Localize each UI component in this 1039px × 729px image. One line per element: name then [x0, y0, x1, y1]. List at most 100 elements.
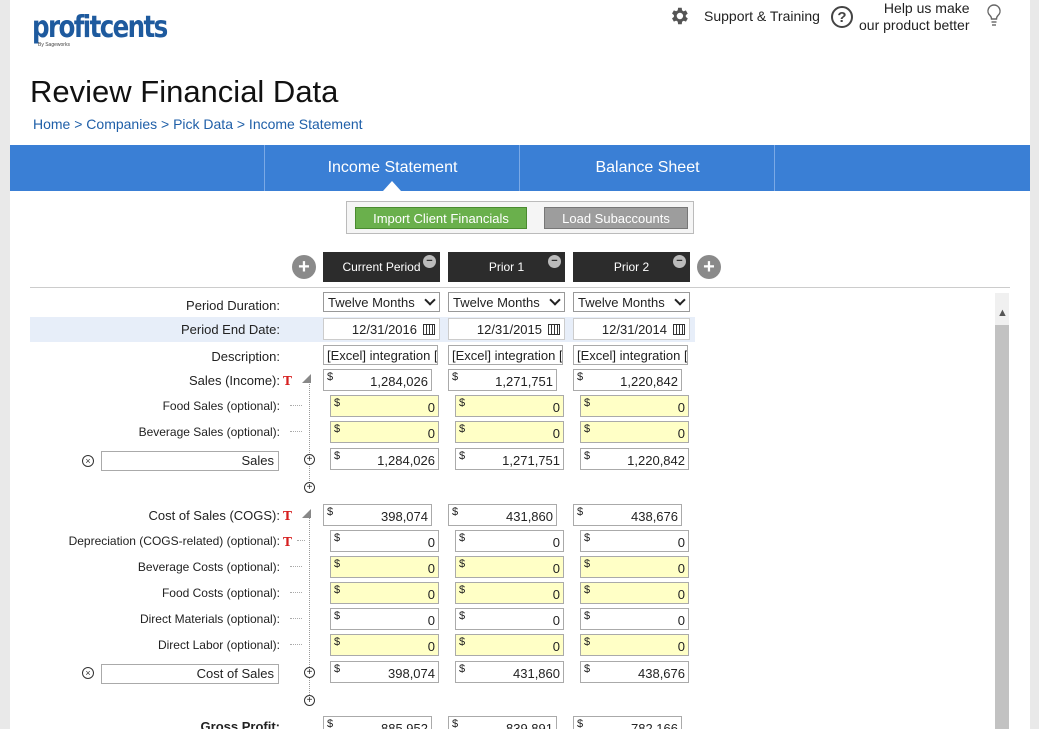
amount-field[interactable]: $839,891	[448, 716, 557, 729]
add-subaccount-icon[interactable]: +	[304, 695, 315, 706]
cogs-label: Cost of Sales (COGS):	[148, 508, 280, 523]
remove-period-button[interactable]: −	[423, 255, 436, 268]
amount-field[interactable]: $0	[455, 634, 564, 656]
amount-value: 0	[677, 561, 685, 576]
description-input[interactable]: [Excel] integration [	[573, 345, 688, 365]
amount-field[interactable]: $1,284,026	[323, 369, 432, 391]
row-label-wrap: Cost of Sales (COGS):	[30, 506, 280, 526]
amount-field[interactable]: $0	[330, 530, 439, 552]
amount-field[interactable]: $0	[455, 582, 564, 604]
amount-field[interactable]: $0	[330, 634, 439, 656]
amount-field[interactable]: $1,271,751	[448, 369, 557, 391]
amount-field[interactable]: $0	[330, 395, 439, 417]
amount-field[interactable]: $0	[580, 634, 689, 656]
period-end-date-field[interactable]: 12/31/2014	[573, 318, 690, 340]
breadcrumb[interactable]: Home > Companies > Pick Data > Income St…	[33, 116, 363, 132]
cogs-tree-line	[309, 517, 310, 697]
amount-field[interactable]: $0	[455, 395, 564, 417]
remove-subaccount-icon[interactable]: ×	[82, 667, 94, 679]
tax-marker-icon[interactable]: T	[283, 374, 292, 388]
amount-field[interactable]: $0	[330, 582, 439, 604]
subaccount-name-input[interactable]: Cost of Sales	[101, 664, 279, 684]
amount-field[interactable]: $431,860	[455, 661, 564, 683]
period-end-date-label: Period End Date:	[180, 322, 280, 337]
amount-value: 0	[552, 426, 560, 441]
amount-field[interactable]: $0	[580, 556, 689, 578]
amount-field[interactable]: $398,074	[330, 661, 439, 683]
amount-field[interactable]: $0	[580, 608, 689, 630]
calendar-icon[interactable]	[548, 324, 560, 335]
amount-field[interactable]: $1,271,751	[455, 448, 564, 470]
load-subaccounts-button[interactable]: Load Subaccounts	[544, 207, 688, 229]
add-line-icon[interactable]: +	[304, 667, 315, 678]
calendar-icon[interactable]	[423, 324, 435, 335]
dollar-sign: $	[577, 718, 584, 729]
scrollbar-thumb[interactable]	[995, 325, 1009, 729]
amount-field[interactable]: $0	[455, 608, 564, 630]
date-value: 12/31/2015	[476, 321, 542, 337]
period-end-date-field[interactable]: 12/31/2016	[323, 318, 440, 340]
amount-field[interactable]: $431,860	[448, 504, 557, 526]
description-input[interactable]: [Excel] integration [	[323, 345, 438, 365]
row-label-wrap: Direct Materials (optional):	[30, 610, 280, 630]
tax-marker-icon[interactable]: T	[283, 535, 292, 549]
amount-field[interactable]: $0	[330, 421, 439, 443]
calendar-icon[interactable]	[673, 324, 685, 335]
amount-field[interactable]: $1,220,842	[580, 448, 689, 470]
amount-field[interactable]: $0	[455, 556, 564, 578]
dollar-sign: $	[334, 450, 341, 462]
dollar-sign: $	[334, 636, 341, 648]
dollar-sign: $	[334, 558, 341, 570]
period-duration-select[interactable]: Twelve Months	[323, 292, 440, 312]
beverage-sales-label: Beverage Sales (optional):	[138, 425, 280, 439]
row-label-wrap: Food Sales (optional):	[30, 397, 280, 417]
period-duration-select[interactable]: Twelve Months	[573, 292, 690, 312]
add-line-icon[interactable]: +	[304, 454, 315, 465]
select-value: Twelve Months	[578, 294, 665, 310]
dollar-sign: $	[334, 584, 341, 596]
description-input[interactable]: [Excel] integration [	[448, 345, 563, 365]
amount-field[interactable]: $885,952	[323, 716, 432, 729]
amount-field[interactable]: $0	[330, 608, 439, 630]
amount-value: 0	[427, 535, 435, 550]
remove-period-button[interactable]: −	[548, 255, 561, 268]
collapse-triangle-icon[interactable]	[302, 374, 311, 383]
remove-subaccount-icon[interactable]: ×	[82, 455, 94, 467]
tax-marker-icon[interactable]: T	[283, 509, 292, 523]
amount-field[interactable]: $0	[580, 530, 689, 552]
action-button-group: Import Client Financials Load Subaccount…	[346, 201, 694, 234]
amount-field[interactable]: $0	[580, 582, 689, 604]
remove-period-button[interactable]: −	[673, 255, 686, 268]
import-client-financials-button[interactable]: Import Client Financials	[355, 207, 527, 229]
subaccount-name-input[interactable]: Sales	[101, 451, 279, 471]
amount-field[interactable]: $0	[330, 556, 439, 578]
vertical-scrollbar[interactable]: ▲	[995, 293, 1009, 729]
amount-field[interactable]: $398,074	[323, 504, 432, 526]
amount-field[interactable]: $0	[580, 395, 689, 417]
feedback-link[interactable]: ? Help us make our product better	[831, 0, 970, 34]
lightbulb-icon[interactable]	[986, 4, 1002, 28]
period-duration-select[interactable]: Twelve Months	[448, 292, 565, 312]
amount-field[interactable]: $438,676	[580, 661, 689, 683]
amount-field[interactable]: $438,676	[573, 504, 682, 526]
amount-field[interactable]: $1,284,026	[330, 448, 439, 470]
amount-field[interactable]: $0	[455, 530, 564, 552]
tab-income-statement[interactable]: Income Statement	[264, 145, 520, 191]
amount-field[interactable]: $782,166	[573, 716, 682, 729]
period-duration-label: Period Duration:	[186, 298, 280, 313]
chevron-down-icon	[549, 294, 561, 306]
tab-balance-sheet[interactable]: Balance Sheet	[519, 145, 775, 191]
question-icon: ?	[831, 6, 853, 28]
amount-value: 0	[552, 613, 560, 628]
add-subaccount-icon[interactable]: +	[304, 482, 315, 493]
amount-field[interactable]: $1,220,842	[573, 369, 682, 391]
period-end-date-field[interactable]: 12/31/2015	[448, 318, 565, 340]
amount-field[interactable]: $0	[455, 421, 564, 443]
profitcents-logo[interactable]: profitcents By Sageworks	[32, 12, 168, 52]
scroll-up-icon[interactable]: ▲	[997, 307, 1008, 319]
add-period-right-button[interactable]: +	[697, 255, 721, 279]
collapse-triangle-icon[interactable]	[302, 509, 311, 518]
add-period-left-button[interactable]: +	[292, 255, 316, 279]
amount-field[interactable]: $0	[580, 421, 689, 443]
support-training-link[interactable]: Support & Training	[668, 2, 820, 30]
